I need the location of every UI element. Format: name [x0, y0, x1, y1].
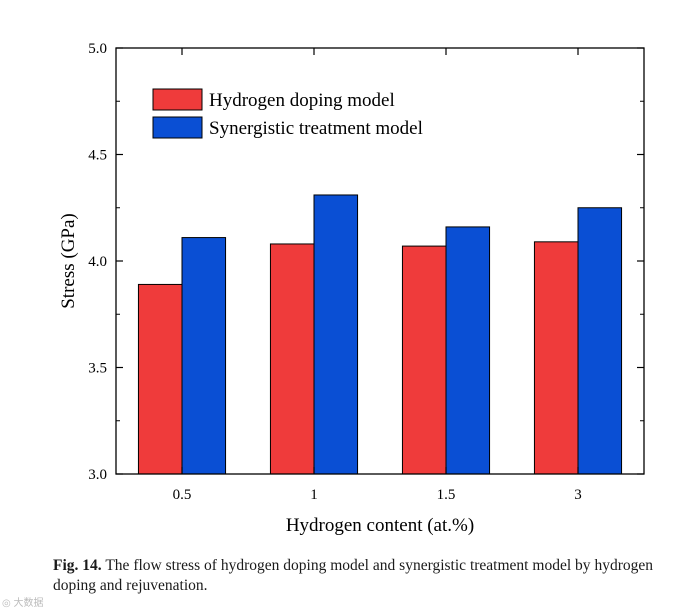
legend: Hydrogen doping model Synergistic treatme…: [152, 88, 423, 139]
y-axis-title: Stress (GPa): [58, 213, 79, 309]
legend-label: Hydrogen doping model: [209, 90, 395, 111]
bar-hydrogen-doping: [269, 243, 315, 475]
bar-synergistic-treatment: [445, 226, 491, 475]
y-tick-label: 3.5: [88, 361, 107, 377]
x-tick-label: 1.5: [437, 487, 456, 503]
y-tick-label: 5.0: [88, 41, 107, 57]
y-tick-label: 3.0: [88, 467, 107, 483]
bar-hydrogen-doping: [401, 245, 447, 475]
x-tick-label: 1: [310, 487, 318, 503]
watermark-text: 大数据: [13, 598, 44, 609]
bars-layer: [137, 194, 623, 475]
bar-hydrogen-doping: [533, 241, 579, 475]
watermark: ◎ 大数据: [2, 594, 44, 609]
legend-swatch: [152, 88, 203, 111]
caption-text: The flow stress of hydrogen doping model…: [53, 557, 653, 594]
x-axis: 0.5 1 1.5 3: [173, 48, 582, 503]
bar-hydrogen-doping: [137, 283, 183, 475]
x-tick-label: 0.5: [173, 487, 192, 503]
y-tick-label: 4.5: [88, 148, 107, 164]
x-axis-title: Hydrogen content (at.%): [286, 515, 474, 536]
legend-label: Synergistic treatment model: [209, 118, 423, 139]
bar-chart: 3.0 3.5 4.0 4.5 5.0 0.5 1 1.5 3 Hydrogen conten…: [58, 41, 645, 536]
legend-swatch: [152, 116, 203, 139]
watermark-logo-icon: ◎: [2, 598, 11, 609]
x-tick-label: 3: [574, 487, 582, 503]
figure-caption: Fig. 14. The flow stress of hydrogen dop…: [53, 556, 653, 596]
caption-label: Fig. 14.: [53, 557, 102, 574]
bar-synergistic-treatment: [313, 194, 359, 475]
y-tick-label: 4.0: [88, 254, 107, 270]
y-axis: 3.0 3.5 4.0 4.5 5.0: [88, 41, 644, 483]
bar-synergistic-treatment: [181, 237, 227, 475]
bar-synergistic-treatment: [577, 207, 623, 475]
